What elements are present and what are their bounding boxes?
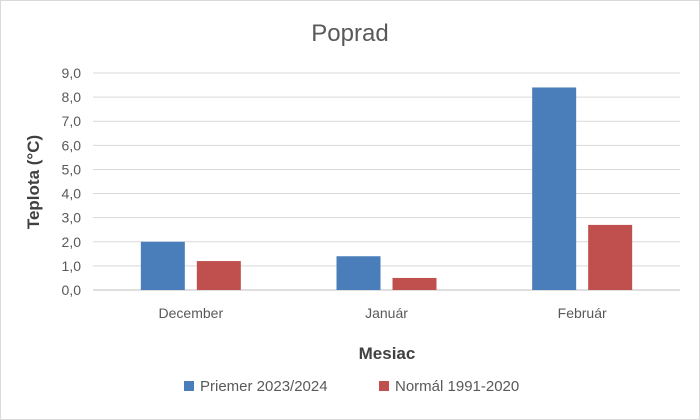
legend-label: Priemer 2023/2024: [200, 378, 328, 395]
y-tick-label: 0,0: [62, 282, 82, 298]
y-tick-label: 3,0: [62, 210, 82, 226]
y-axis-title: Teplota (°C): [24, 135, 43, 229]
bar-priemer-1: [336, 256, 381, 290]
bar-normal-2: [588, 224, 633, 290]
y-tick-label: 9,0: [62, 65, 82, 81]
legend: Priemer 2023/2024 Normál 1991-2020: [184, 378, 519, 395]
x-axis-title: Mesiac: [359, 344, 416, 363]
y-tick-label: 8,0: [62, 89, 82, 105]
y-axis-ticks: 0,0 1,0 2,0 3,0 4,0 5,0 6,0 7,0 8,0 9,0: [62, 65, 82, 298]
bars: [140, 87, 633, 290]
legend-swatch: [184, 381, 194, 391]
x-tick-label: Február: [558, 305, 607, 321]
gridlines: [93, 72, 680, 291]
legend-label: Normál 1991-2020: [395, 378, 519, 395]
x-tick-label: Január: [365, 305, 408, 321]
x-tick-label: December: [159, 305, 224, 321]
y-tick-label: 5,0: [62, 161, 82, 177]
y-tick-label: 1,0: [62, 258, 82, 274]
x-axis-ticks: December Január Február: [159, 305, 607, 321]
y-tick-label: 4,0: [62, 186, 82, 202]
y-tick-label: 6,0: [62, 137, 82, 153]
y-tick-label: 2,0: [62, 234, 82, 250]
bar-priemer-0: [140, 241, 185, 290]
bar-normal-1: [392, 277, 437, 290]
y-tick-label: 7,0: [62, 113, 82, 129]
chart-title: Poprad: [311, 20, 388, 47]
bar-priemer-2: [532, 87, 577, 290]
bar-normal-0: [196, 261, 241, 290]
legend-swatch: [379, 381, 389, 391]
